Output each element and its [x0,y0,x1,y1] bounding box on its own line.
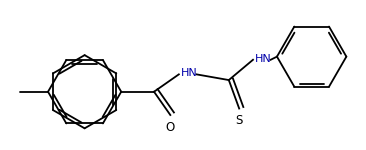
Text: HN: HN [255,54,272,63]
Text: HN: HN [182,68,198,78]
Text: S: S [235,114,243,127]
Text: O: O [166,121,175,134]
